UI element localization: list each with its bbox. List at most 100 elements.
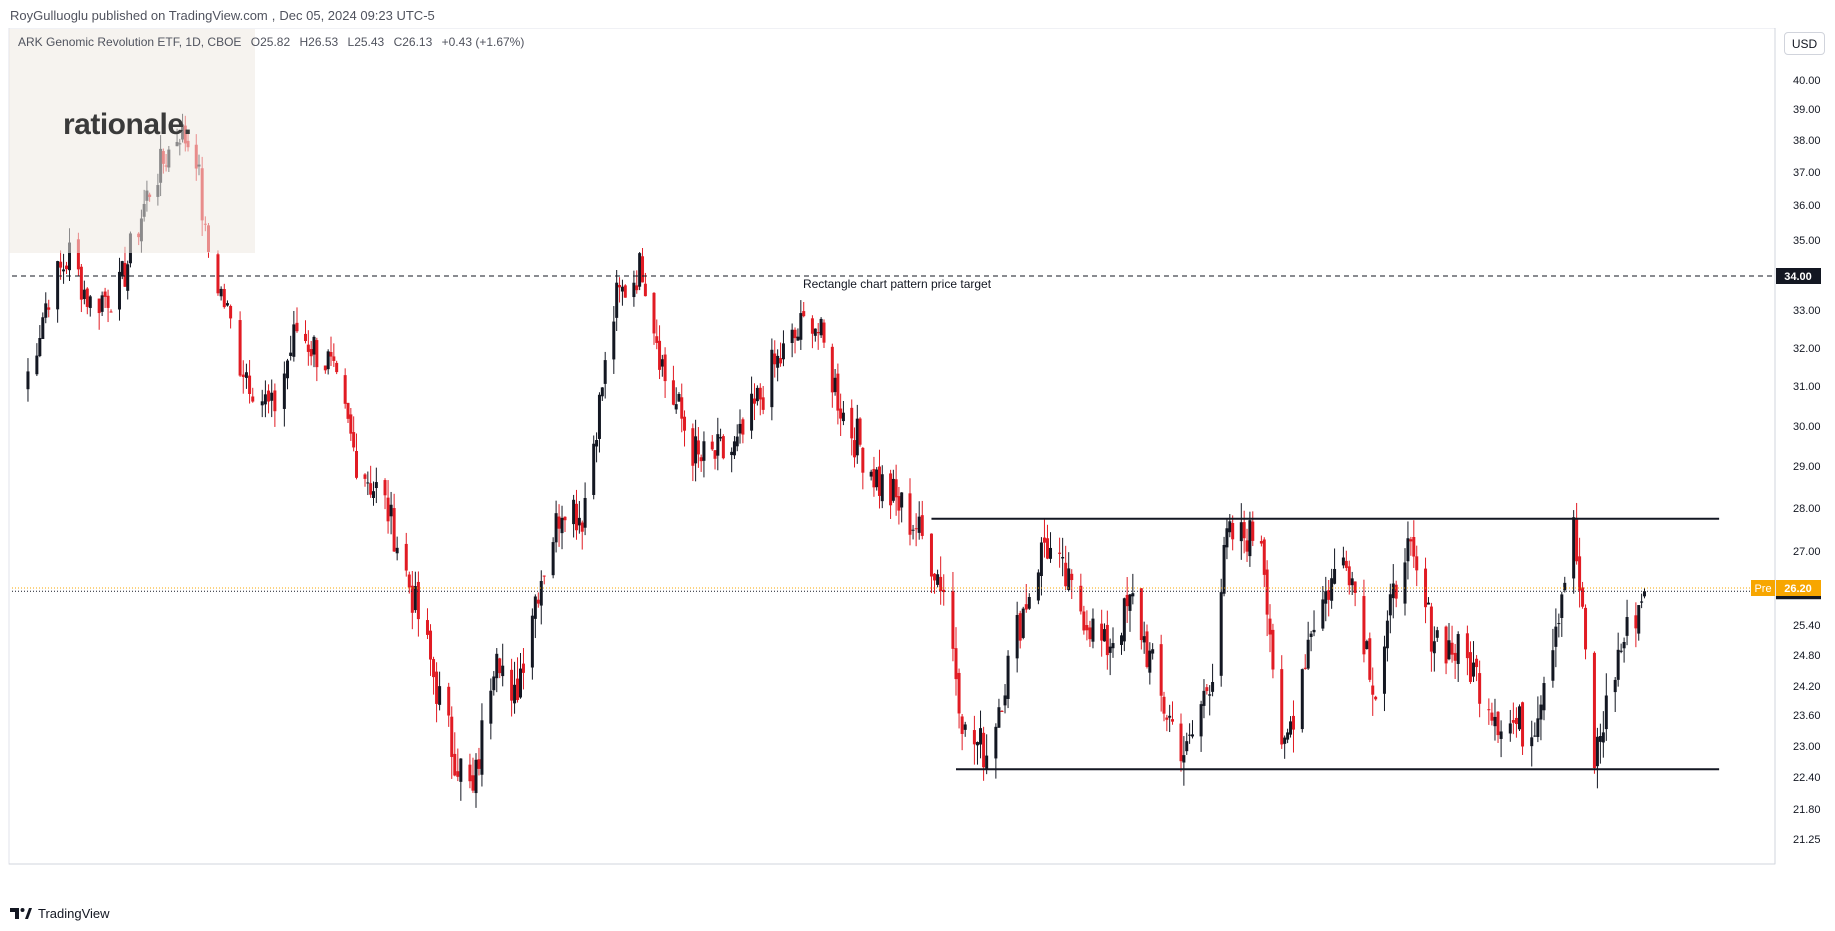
candle-body <box>1447 640 1451 660</box>
candle-2024-04-05 <box>920 500 924 540</box>
candle-body <box>260 401 264 406</box>
candle-body <box>858 418 862 445</box>
candle-body <box>332 356 336 361</box>
candle-body <box>346 402 350 419</box>
candle-body <box>1578 556 1582 591</box>
candle-body <box>1592 652 1596 769</box>
candle-body <box>1039 542 1043 577</box>
candle-body <box>1283 737 1287 744</box>
candle-body <box>306 344 310 352</box>
price-tick-label: 28.00 <box>1793 503 1821 515</box>
publisher-name[interactable]: RoyGulluoglu published on TradingView.co… <box>10 8 268 23</box>
candle-2024-03-20 <box>875 467 879 491</box>
candle-2024-06-28 <box>1171 701 1174 725</box>
candle-body <box>954 648 958 680</box>
candle-2024-01-29 <box>730 447 734 473</box>
candle-body <box>471 775 475 791</box>
candle-body <box>62 269 66 272</box>
target-price-badge[interactable]: 34.00 <box>1784 271 1812 283</box>
candle-body <box>1205 687 1209 692</box>
candle-body <box>1327 590 1331 600</box>
price-tick-label: 36.00 <box>1793 200 1821 212</box>
candle-body <box>655 336 659 343</box>
candle-body <box>312 336 316 355</box>
candle-2023-10-25 <box>453 732 457 777</box>
footer-brand[interactable]: TradingView <box>10 902 110 924</box>
candle-body <box>82 289 86 300</box>
candle-2024-01-31 <box>735 424 739 452</box>
candle-body <box>477 759 481 769</box>
candle-body <box>833 377 837 393</box>
symbol-legend[interactable]: ARK Genomic Revolution ETF, 1D, CBOE O25… <box>18 35 530 49</box>
candle-body <box>911 529 915 531</box>
chart-area[interactable]: Rectangle chart pattern price target 40.… <box>0 27 1835 888</box>
candle-2023-11-22 <box>536 592 540 608</box>
candle-2024-10-16 <box>1493 698 1497 741</box>
price-axis[interactable]: 40.00 39.00 38.00 37.00 36.00 35.00 33.00 32.00… <box>1751 75 1821 846</box>
candle-body <box>100 295 104 312</box>
candle-2024-11-01 <box>1542 676 1546 721</box>
candle-2023-10-03 <box>386 480 390 534</box>
tradingview-brand: TradingView <box>38 905 110 921</box>
candle-body <box>352 432 356 448</box>
candle-body <box>1450 642 1454 655</box>
legend-low: L25.43 <box>347 35 385 49</box>
candle-body <box>1598 736 1602 742</box>
candle-body <box>372 491 375 498</box>
premarket-price-badge[interactable]: 26.20 <box>1784 583 1812 595</box>
symbol-title[interactable]: ARK Genomic Revolution ETF, 1D, CBOE <box>18 35 242 49</box>
candle-body <box>1085 625 1089 631</box>
legend-high: H26.53 <box>299 35 339 49</box>
candle-2024-01-19 <box>702 431 706 478</box>
pre-tag-label: Pre <box>1754 583 1771 595</box>
candle-2023-08-10 <box>225 300 229 307</box>
candle-2023-11-15 <box>516 657 520 703</box>
candle-body <box>942 589 946 593</box>
candle-body <box>1429 606 1433 652</box>
candle-body <box>315 340 319 368</box>
candle-body <box>369 483 373 495</box>
candle-body <box>1070 573 1074 581</box>
candle-2024-02-02 <box>741 417 745 444</box>
candle-body <box>1268 618 1272 635</box>
candle-2024-03-05 <box>833 368 837 396</box>
candle-body <box>295 322 299 332</box>
candle-body <box>779 358 783 364</box>
candle-body <box>1533 735 1537 737</box>
candle-body <box>123 262 127 287</box>
candle-2024-03-08 <box>841 401 845 426</box>
candle-2023-09-15 <box>335 360 339 375</box>
candle-2024-10-15 <box>1490 702 1494 726</box>
candle-2024-02-16 <box>781 330 785 367</box>
candle-2024-01-26 <box>721 434 725 460</box>
candle-body <box>997 707 1001 728</box>
candle-2024-07-02 <box>1182 736 1186 786</box>
candle-body <box>1572 517 1576 579</box>
candle-2023-11-29 <box>557 504 561 547</box>
candle-body <box>38 338 42 357</box>
candle-body <box>1613 679 1617 693</box>
candle-2023-11-23 <box>539 570 543 625</box>
candle-body <box>1637 605 1641 634</box>
legend-open: O25.82 <box>250 35 291 49</box>
candle-body <box>732 441 736 456</box>
chart-svg[interactable]: Rectangle chart pattern price target 40.… <box>0 27 1835 888</box>
candle-body <box>225 303 229 306</box>
candle-body <box>1000 710 1004 712</box>
candle-body <box>1103 629 1106 642</box>
candle-2023-06-02 <box>26 358 30 402</box>
candle-body <box>289 352 293 357</box>
candle-2023-11-27 <box>551 537 555 579</box>
candle-body <box>580 522 584 532</box>
candle-body <box>632 282 636 298</box>
candle-2023-11-13 <box>510 658 514 717</box>
candle-body <box>263 394 267 405</box>
candle-body <box>251 396 255 402</box>
candle-2023-10-02 <box>383 478 387 510</box>
candle-2024-03-25 <box>889 469 893 519</box>
candle-body <box>694 436 698 464</box>
candle-2024-10-03 <box>1453 643 1457 679</box>
candle-2023-09-28 <box>372 481 375 506</box>
currency-button[interactable]: USD <box>1784 32 1825 55</box>
candle-2024-02-15 <box>779 342 783 367</box>
